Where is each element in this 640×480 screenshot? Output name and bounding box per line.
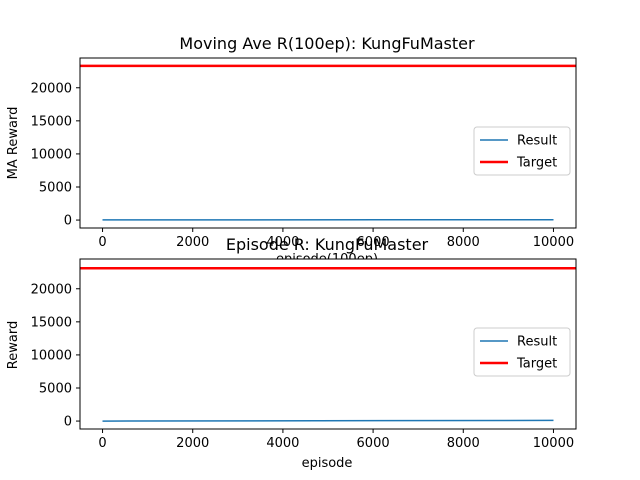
- x-tick-label: 8000: [447, 436, 480, 451]
- y-axis-label: MA Reward: [6, 107, 21, 180]
- axes-frame: [79, 57, 577, 229]
- series-group: [80, 267, 576, 422]
- legend-label-target: Target: [516, 156, 557, 171]
- x-tick-label: 10000: [533, 436, 574, 451]
- legend: Result Target: [473, 126, 571, 176]
- x-tick-label: 6000: [357, 436, 390, 451]
- series-group: [80, 64, 576, 221]
- legend-label-target: Target: [516, 357, 557, 372]
- legend-label-result: Result: [517, 335, 557, 350]
- chart-title: Episode R: KungFuMaster: [226, 235, 429, 254]
- x-tick-label: 8000: [447, 235, 480, 250]
- chart-ma-reward: Moving Ave R(100ep): KungFuMaster MA Rew…: [6, 34, 577, 267]
- y-tick-label: 10000: [31, 147, 72, 162]
- legend-label-result: Result: [517, 134, 557, 149]
- x-tick-label: 4000: [266, 436, 299, 451]
- y-tick-label: 10000: [31, 348, 72, 363]
- x-tick-label: 2000: [176, 235, 209, 250]
- x-tick-label: 2000: [176, 436, 209, 451]
- chart-title: Moving Ave R(100ep): KungFuMaster: [179, 34, 475, 53]
- legend: Result Target: [473, 327, 571, 377]
- y-tick-label: 0: [64, 415, 72, 430]
- x-axis-label: episode: [302, 456, 353, 471]
- x-tick-label: 0: [98, 235, 106, 250]
- y-tick-label: 20000: [31, 282, 72, 297]
- y-tick-label: 15000: [31, 114, 72, 129]
- y-tick-label: 5000: [39, 180, 72, 195]
- series-line-result: [102, 419, 554, 422]
- x-tick-label: 10000: [533, 235, 574, 250]
- chart-episode-reward: Episode R: KungFuMaster Reward episode 0…: [6, 235, 577, 471]
- y-tick-label: 15000: [31, 315, 72, 330]
- y-tick-label: 5000: [39, 381, 72, 396]
- x-tick-label: 4000: [266, 235, 299, 250]
- y-tick-label: 0: [64, 214, 72, 229]
- y-tick-label: 20000: [31, 81, 72, 96]
- axes-frame: [79, 258, 577, 430]
- x-tick-label: 6000: [357, 235, 390, 250]
- x-tick-label: 0: [98, 436, 106, 451]
- y-axis-label: Reward: [6, 321, 21, 369]
